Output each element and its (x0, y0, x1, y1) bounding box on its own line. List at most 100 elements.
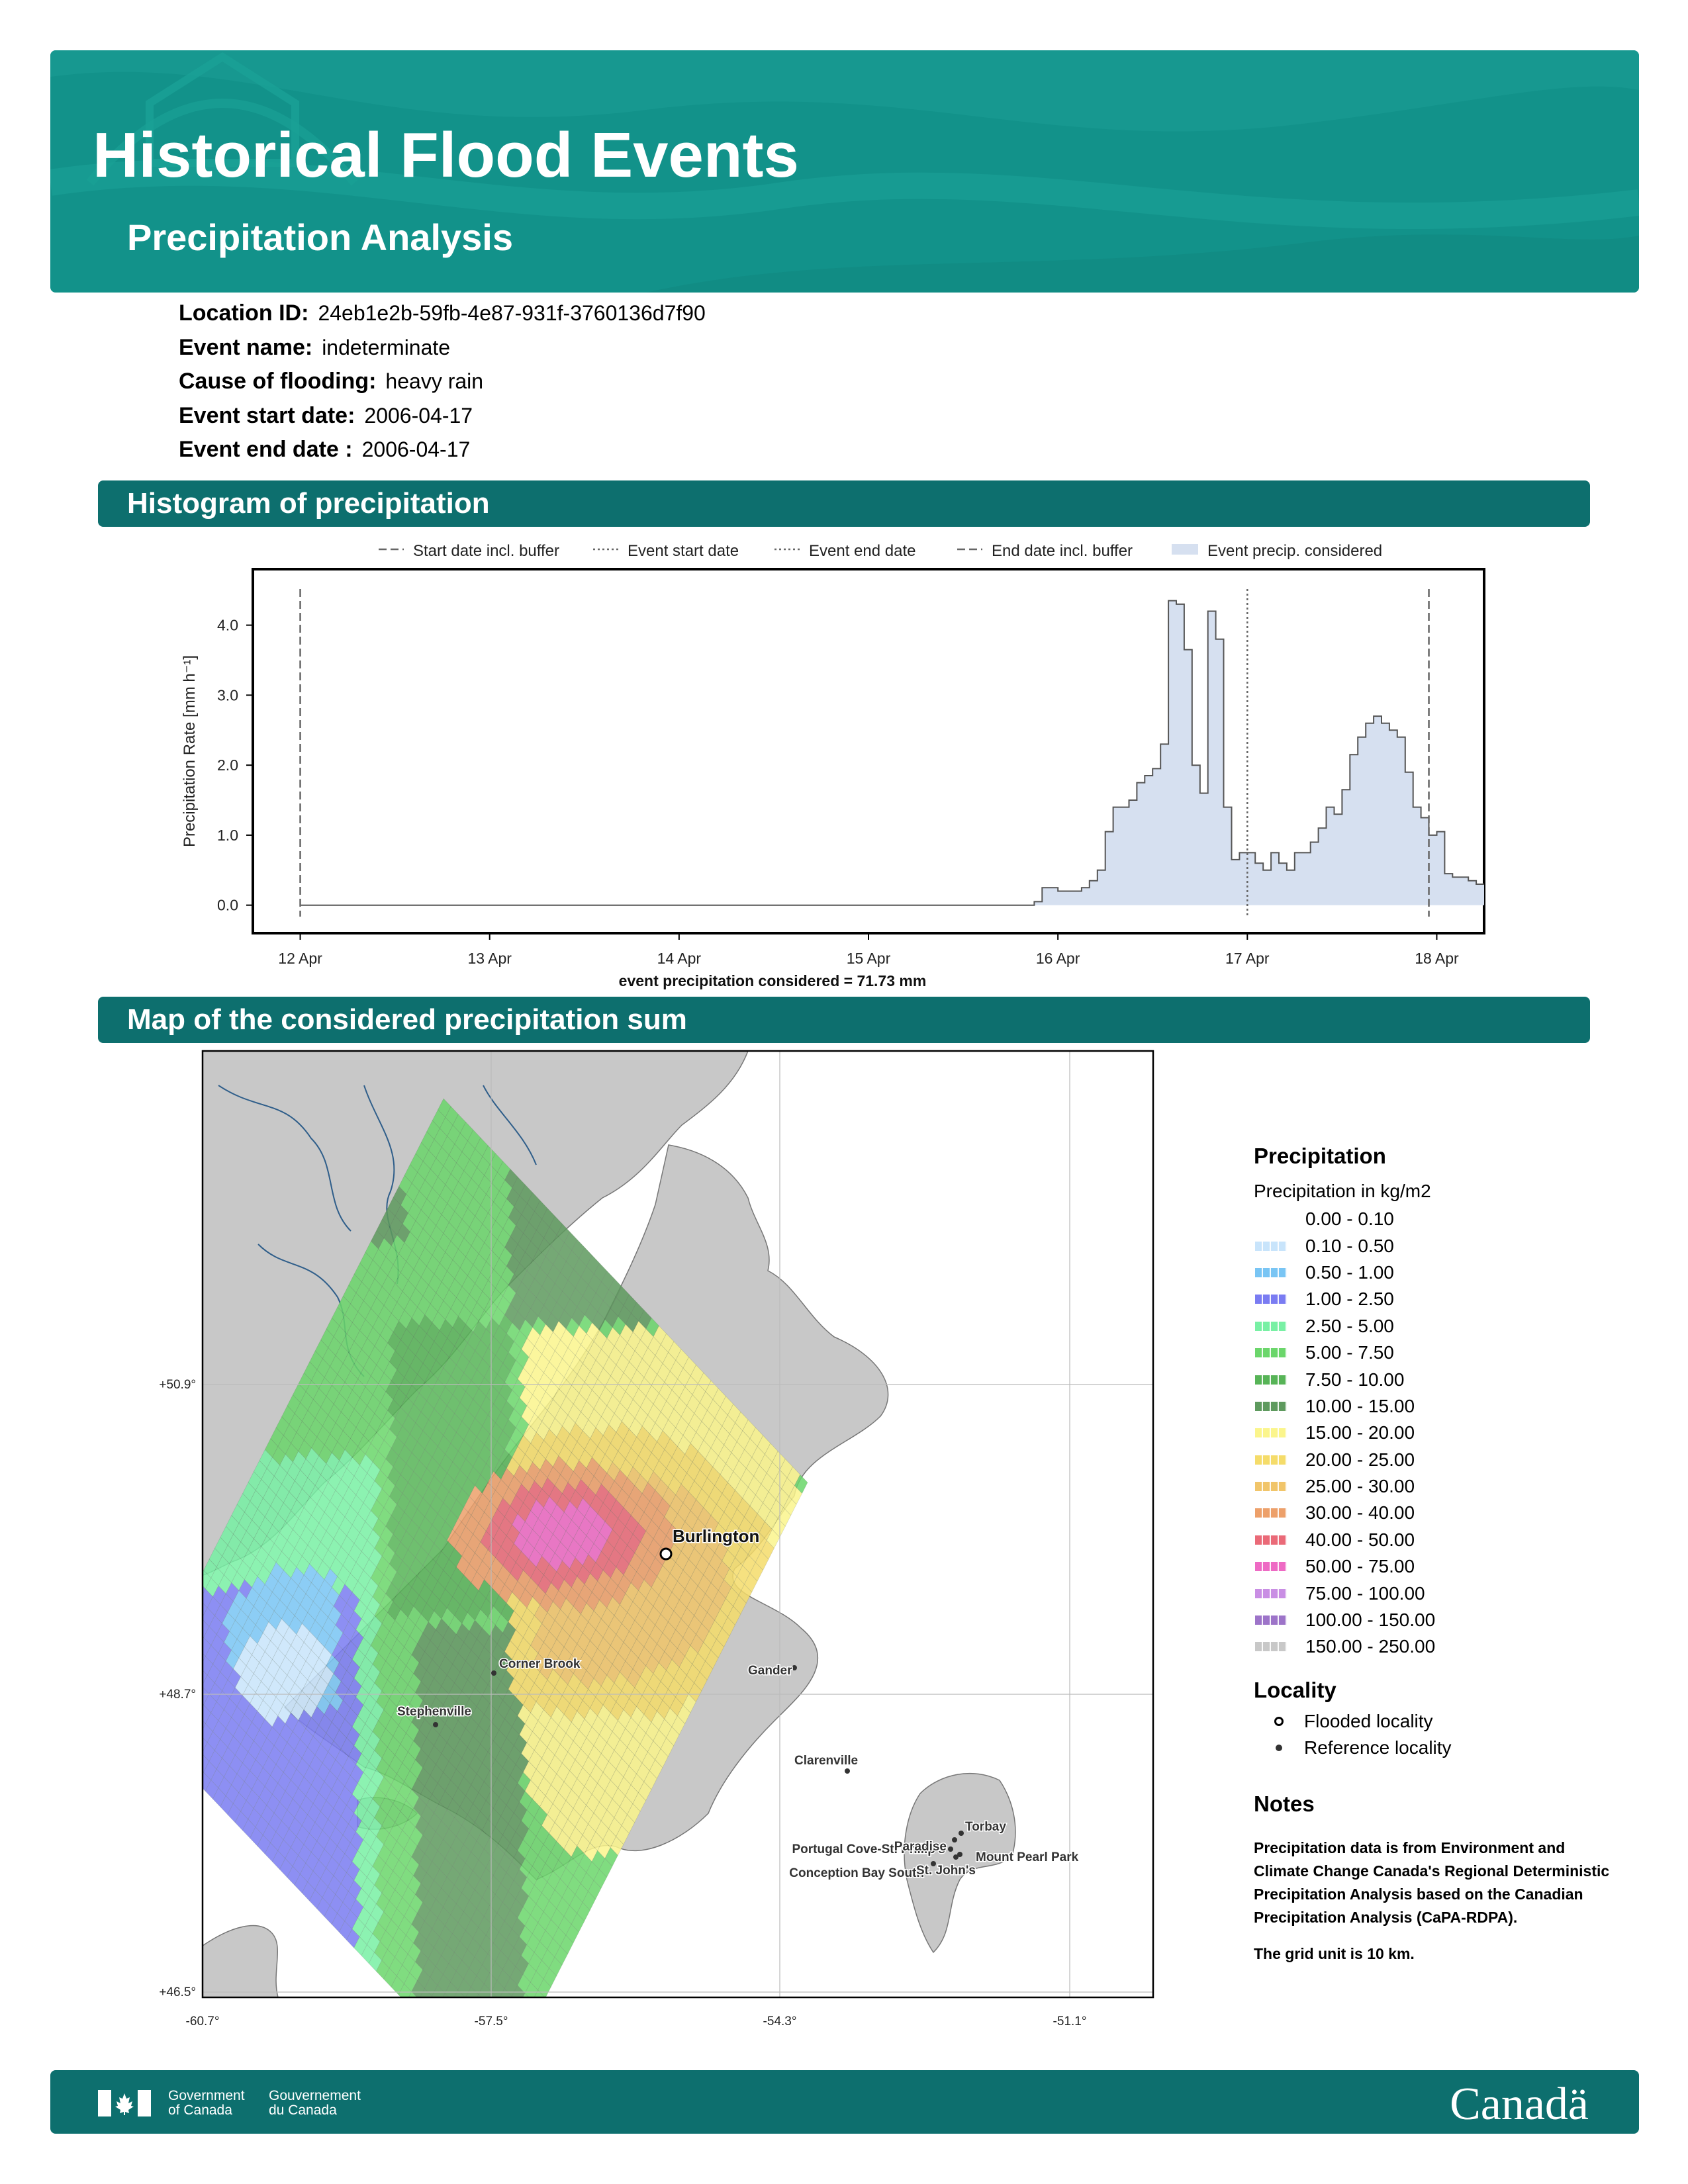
legend-class-item: 50.00 - 75.00 (1254, 1553, 1624, 1580)
meta-label: Cause of flooding: (179, 369, 377, 394)
event-metadata: Location ID: 24eb1e2b-59fb-4e87-931f-376… (179, 300, 706, 471)
reference-locality-marker (931, 1861, 936, 1866)
precipitation-map: Corner Brook Stephenville Gander Clarenvill… (159, 1050, 1154, 2028)
gov-en-line1: Government (168, 2088, 245, 2103)
lon-tick-label: -57.5° (475, 2015, 508, 2028)
lon-tick-label: -51.1° (1053, 2015, 1087, 2028)
x-tick-label: 13 Apr (467, 950, 512, 967)
avalon-peninsula-land (904, 1772, 1016, 1954)
legend-class-item: 40.00 - 50.00 (1254, 1527, 1624, 1553)
y-axis-label: Precipitation Rate [mm h⁻¹] (181, 655, 199, 847)
y-tick-label: 4.0 (217, 617, 238, 634)
legend-swatch (1255, 1482, 1287, 1492)
x-tick-label: 14 Apr (657, 950, 702, 967)
reference-locality-label: Clarenville (794, 1754, 858, 1768)
x-tick-label: 18 Apr (1415, 950, 1459, 967)
reference-label: Reference locality (1304, 1737, 1452, 1758)
canada-flag-icon (98, 2090, 151, 2116)
gov-name-french: Gouvernement du Canada (269, 2089, 361, 2118)
legend-class-label: 15.00 - 20.00 (1305, 1422, 1415, 1443)
legend-items: 0.00 - 0.10 0.10 - 0.50 0.50 - 1.00 1.00 - … (1254, 1206, 1624, 1661)
meta-label: Event start date: (179, 402, 355, 428)
legend-class-label: 100.00 - 150.00 (1305, 1610, 1436, 1631)
legend-swatch (1255, 1508, 1287, 1518)
legend-class-item: 150.00 - 250.00 (1254, 1633, 1624, 1660)
reference-locality-label: Conception Bay South (789, 1866, 924, 1880)
flooded-locality-marker (659, 1547, 673, 1561)
reference-locality-marker (952, 1837, 957, 1843)
gov-en-line2: of Canada (168, 2103, 232, 2118)
reference-locality-marker (433, 1722, 438, 1727)
x-tick-label: 16 Apr (1036, 950, 1080, 967)
reference-marker-icon (1276, 1744, 1282, 1751)
page-title: Historical Flood Events (93, 120, 799, 191)
reference-locality-marker (948, 1846, 953, 1852)
legend-class-label: 40.00 - 50.00 (1305, 1529, 1415, 1550)
legend-label: Start date incl. buffer (413, 542, 559, 560)
meta-value: 2006-04-17 (364, 403, 473, 428)
legend-class-label: 150.00 - 250.00 (1305, 1636, 1436, 1657)
meta-value: heavy rain (385, 369, 484, 393)
legend-swatch (1255, 1401, 1287, 1411)
legend-class-item: 2.50 - 5.00 (1254, 1313, 1624, 1340)
legend-swatch (1255, 1241, 1287, 1251)
meta-label: Event name: (179, 334, 313, 360)
legend-class-label: 7.50 - 10.00 (1305, 1369, 1405, 1390)
legend-class-item: 20.00 - 25.00 (1254, 1447, 1624, 1473)
x-tick-label: 12 Apr (278, 950, 322, 967)
legend-swatch (1255, 1588, 1287, 1598)
precipitation-histogram: Start date incl. buffer Event start date E… (181, 542, 1485, 989)
legend-label: Event precip. considered (1207, 542, 1382, 560)
lon-tick-label: -60.7° (186, 2015, 220, 2028)
precip-grid (203, 1098, 808, 1997)
reference-locality-label: Gander (748, 1664, 792, 1678)
legend-class-label: 25.00 - 30.00 (1305, 1476, 1415, 1497)
legend-class-item: 7.50 - 10.00 (1254, 1366, 1624, 1392)
meta-location-id: Location ID: 24eb1e2b-59fb-4e87-931f-376… (179, 300, 706, 335)
gov-name-english: Government of Canada (168, 2089, 245, 2118)
header-banner: Historical Flood Events Precipitation An… (50, 50, 1639, 293)
x-tick-label: 17 Apr (1225, 950, 1270, 967)
meta-event-name: Event name: indeterminate (179, 335, 706, 369)
legend-class-label: 75.00 - 100.00 (1305, 1582, 1425, 1604)
meta-start-date: Event start date: 2006-04-17 (179, 403, 706, 437)
meta-cause: Cause of flooding: heavy rain (179, 369, 706, 403)
reference-locality-marker (957, 1852, 962, 1857)
reference-locality-label: Paradise (894, 1840, 947, 1854)
x-tick-label: 15 Apr (847, 950, 891, 967)
lat-tick-label: +46.5° (159, 1985, 196, 1999)
flooded-marker-icon (1274, 1716, 1284, 1726)
reference-locality-label: Corner Brook (499, 1657, 581, 1671)
map-content: Corner Brook Stephenville Gander Clarenvill… (203, 1051, 1153, 1997)
legend-label: End date incl. buffer (992, 542, 1133, 560)
legend-swatch (1255, 1562, 1287, 1572)
legend-class-item: 0.50 - 1.00 (1254, 1259, 1624, 1286)
reference-locality-label: St. John's (916, 1864, 976, 1878)
legend-class-label: 30.00 - 40.00 (1305, 1502, 1415, 1524)
meta-label: Location ID: (179, 300, 309, 326)
legend-class-item: 15.00 - 20.00 (1254, 1420, 1624, 1446)
map-frame (201, 1050, 1154, 1999)
legend-class-item: 10.00 - 15.00 (1254, 1393, 1624, 1420)
map-section-title: Map of the considered precipitation sum (98, 997, 1590, 1043)
reference-locality-label: Mount Pearl Park (976, 1850, 1079, 1864)
legend-class-item: 30.00 - 40.00 (1254, 1500, 1624, 1526)
y-tick-label: 3.0 (217, 686, 238, 704)
reference-locality-marker (792, 1665, 797, 1670)
legend-title: Precipitation (1254, 1144, 1386, 1168)
legend-class-item: 25.00 - 30.00 (1254, 1473, 1624, 1500)
meta-value: indeterminate (322, 335, 451, 359)
lat-tick-label: +48.7° (159, 1688, 196, 1702)
x-axis-label: event precipitation considered = 71.73 m… (619, 972, 927, 989)
legend-class-item: 100.00 - 150.00 (1254, 1607, 1624, 1633)
river-line (483, 1085, 537, 1165)
legend-swatch (1255, 1375, 1287, 1385)
legend-class-label: 1.00 - 2.50 (1305, 1289, 1394, 1310)
footer-bar: Government of Canada Gouvernement du Can… (50, 2070, 1639, 2134)
legend-swatch (1255, 1642, 1287, 1652)
legend-label: Event end date (809, 542, 915, 560)
y-tick-label: 1.0 (217, 827, 238, 844)
meta-label: Event end date : (179, 437, 353, 462)
legend-swatch (1255, 1455, 1287, 1465)
notes-grid: The grid unit is 10 km. (1254, 1944, 1415, 1962)
